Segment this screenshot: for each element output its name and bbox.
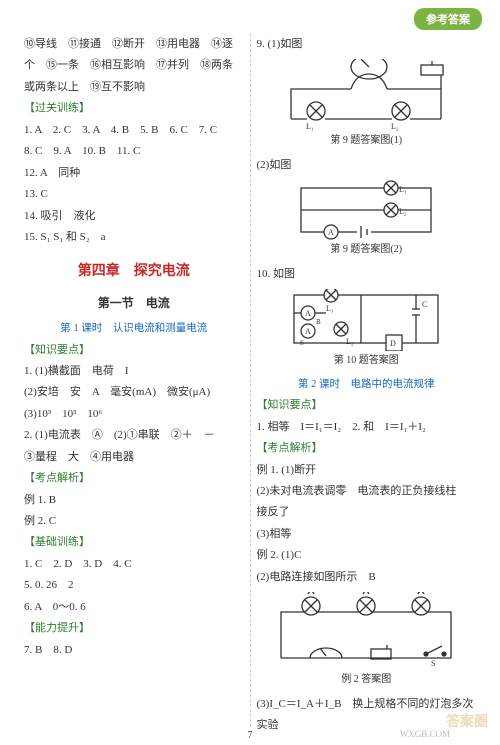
svg-text:A: A xyxy=(305,309,311,318)
section-heading: 【基础训练】 xyxy=(24,532,244,553)
circuit-diagram-icon: S xyxy=(271,592,461,670)
q10-label: 10. 如图 xyxy=(257,264,477,285)
svg-text:L₁: L₁ xyxy=(399,185,407,194)
lesson-title: 第 2 课时 电路中的电流规律 xyxy=(257,375,477,395)
section-heading: 【能力提升】 xyxy=(24,618,244,639)
svg-text:A: A xyxy=(328,228,334,237)
circuit-diagram-icon: A A L₁ L₂ C D B S xyxy=(286,289,446,351)
ex2-line: 例 1. (1)断开 xyxy=(257,460,477,481)
ex2-line: (2)电路连接如图所示 B xyxy=(257,567,477,588)
svg-text:S: S xyxy=(300,339,304,347)
section-heading: 【知识要点】 xyxy=(257,395,477,416)
svg-text:C: C xyxy=(422,300,427,309)
q9-2-label: (2)如图 xyxy=(257,155,477,176)
figure-caption: 例 2 答案图 xyxy=(257,670,477,690)
ex-line: 例 1. B xyxy=(24,490,244,511)
kp-line: ③量程 大 ④用电器 xyxy=(24,447,244,468)
q9-1-label: 9. (1)如图 xyxy=(257,34,477,55)
kp-line: (2)安培 安 A 毫安(mA) 微安(μA) xyxy=(24,382,244,403)
figure-ex2: S 例 2 答案图 xyxy=(257,592,477,690)
answer-line: 1. A 2. C 3. A 4. B 5. B 6. C 7. C xyxy=(24,120,244,141)
watermark-text: WXGB.COM xyxy=(400,729,450,739)
kp-line: (3)10³ 10³ 10⁶ xyxy=(24,404,244,425)
svg-text:B: B xyxy=(316,318,321,326)
figure-10: A A L₁ L₂ C D B S 第 10 题答案图 xyxy=(257,289,477,371)
lesson-title: 第 1 课时 认识电流和测量电流 xyxy=(24,319,244,339)
svg-text:L₂: L₂ xyxy=(346,337,354,346)
figure-caption: 第 9 题答案图(1) xyxy=(257,131,477,151)
section-heading: 【过关训练】 xyxy=(24,98,244,119)
watermark-badge: 答案圈 xyxy=(446,711,488,731)
section-title: 第一节 电流 xyxy=(24,292,244,315)
ex2-tail-line: (3)I_C＝I_A＋I_B 换上规格不同的灯泡多次 xyxy=(257,694,477,715)
figure-caption: 第 10 题答案图 xyxy=(257,351,477,371)
header-tab: 参考答案 xyxy=(414,8,482,30)
ex2-line: 接反了 xyxy=(257,502,477,523)
left-column: ⑩导线 ⑪接通 ⑫断开 ⑬用电器 ⑭逐 个 ⑮一条 ⑯相互影响 ⑰并列 ⑱两条 … xyxy=(18,34,251,727)
base-line: 5. 0. 26 2 xyxy=(24,575,244,596)
figure-caption: 第 9 题答案图(2) xyxy=(257,240,477,260)
answer-line: 15. S₁ S₁ 和 S₂ a xyxy=(24,227,244,248)
section-heading: 【考点解析】 xyxy=(24,468,244,489)
kp-line: 2. (1)电流表 Ⓐ (2)①串联 ②＋ － xyxy=(24,425,244,446)
svg-text:S: S xyxy=(431,659,435,668)
page-columns: ⑩导线 ⑪接通 ⑫断开 ⑬用电器 ⑭逐 个 ⑮一条 ⑯相互影响 ⑰并列 ⑱两条 … xyxy=(18,34,482,727)
svg-text:A: A xyxy=(305,327,311,336)
right-column: 9. (1)如图 L₁ xyxy=(251,34,483,727)
circuit-diagram-icon: L₁ L₂ xyxy=(281,59,451,131)
ex2-line: (3)相等 xyxy=(257,524,477,545)
answer-line: 12. A 同种 xyxy=(24,163,244,184)
ex2-line: 例 2. (1)C xyxy=(257,545,477,566)
preface-line: 个 ⑮一条 ⑯相互影响 ⑰并列 ⑱两条 xyxy=(24,55,244,76)
kp-line: 1. (1)横截面 电荷 I xyxy=(24,361,244,382)
kp2-line: 1. 相等 I＝I₁＝I₂ 2. 和 I＝I₁＋I₂ xyxy=(257,417,477,438)
page-number: 7 xyxy=(248,730,253,741)
up-line: 7. B 8. D xyxy=(24,640,244,661)
chapter-title: 第四章 探究电流 xyxy=(24,258,244,285)
base-line: 1. C 2. D 3. D 4. C xyxy=(24,554,244,575)
answer-line: 13. C xyxy=(24,184,244,205)
figure-9-1: L₁ L₂ 第 9 题答案图(1) xyxy=(257,59,477,151)
figure-9-2: A L₁ L₂ 第 9 题答案图(2) xyxy=(257,180,477,260)
ex2-line: (2)未对电流表调零 电流表的正负接线柱 xyxy=(257,481,477,502)
answer-line: 8. C 9. A 10. B 11. C xyxy=(24,141,244,162)
ex-line: 例 2. C xyxy=(24,511,244,532)
base-line: 6. A 0～0. 6 xyxy=(24,597,244,618)
circuit-diagram-icon: A L₁ L₂ xyxy=(291,180,441,240)
svg-text:L₂: L₂ xyxy=(399,207,407,216)
preface-line: ⑩导线 ⑪接通 ⑫断开 ⑬用电器 ⑭逐 xyxy=(24,34,244,55)
svg-text:L₁: L₁ xyxy=(306,122,314,131)
svg-text:D: D xyxy=(390,339,396,348)
answer-line: 14. 吸引 液化 xyxy=(24,206,244,227)
preface-line: 或两条以上 ⑲互不影响 xyxy=(24,77,244,98)
svg-text:L₂: L₂ xyxy=(391,122,399,131)
section-heading: 【考点解析】 xyxy=(257,438,477,459)
section-heading: 【知识要点】 xyxy=(24,340,244,361)
svg-text:L₁: L₁ xyxy=(326,304,334,313)
